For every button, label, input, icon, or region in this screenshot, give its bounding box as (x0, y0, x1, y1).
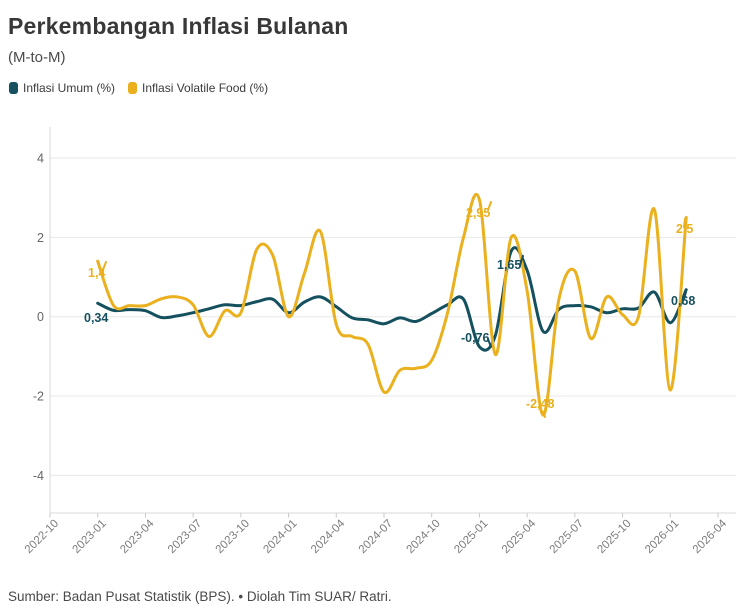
y-tick-label: -2 (33, 390, 44, 404)
x-tick-label: 2023-07 (166, 518, 204, 556)
annotation-leader (683, 218, 686, 228)
annotation-leader (541, 410, 546, 418)
x-tick-label: 2023-01 (70, 518, 108, 556)
annotation-label: 1,65 (497, 258, 521, 272)
annotation-label: 0,34 (84, 311, 108, 325)
x-tick-label: 2023-10 (214, 518, 252, 556)
legend-swatch-inflasi-umum (9, 82, 18, 94)
annotation-leader (519, 255, 524, 266)
legend-item-inflasi-volatile-food[interactable]: Inflasi Volatile Food (%) (128, 81, 268, 95)
legend-label: Inflasi Umum (%) (23, 81, 116, 95)
x-tick-label: 2025-10 (595, 518, 633, 556)
x-tick-label: 2024-10 (405, 518, 443, 556)
annotation-leader (101, 261, 107, 273)
page-subtitle: (M-to-M) (8, 49, 66, 66)
x-tick-label: 2024-07 (357, 518, 395, 556)
annotation-leader (487, 201, 492, 211)
x-tick-label: 2025-07 (548, 518, 586, 556)
series-line-inflasi-volatile-food (96, 192, 688, 417)
x-tick-label: 2025-04 (500, 517, 539, 556)
y-tick-label: 2 (37, 231, 44, 245)
annotation-label: 2,5 (676, 222, 693, 236)
source-note: Sumber: Badan Pusat Statistik (BPS). • D… (8, 589, 392, 604)
x-tick-label: 2024-01 (261, 518, 299, 556)
annotation-label: 2,95 (466, 206, 490, 220)
annotation-leader (487, 338, 492, 348)
y-tick-label: -4 (33, 469, 44, 483)
legend-label: Inflasi Volatile Food (%) (142, 81, 269, 95)
legend-item-inflasi-umum[interactable]: Inflasi Umum (%) (9, 81, 115, 95)
x-tick-label: 2022-10 (23, 518, 61, 556)
y-tick-label: 4 (37, 152, 44, 166)
x-tick-label: 2024-04 (309, 517, 348, 556)
x-tick-label: 2023-04 (118, 517, 157, 556)
x-tick-label: 2026-01 (643, 518, 681, 556)
annotation-label: 0,68 (671, 294, 695, 308)
y-tick-label: 0 (37, 310, 44, 324)
x-tick-label: 2025-01 (452, 518, 490, 556)
chart-legend: Inflasi Umum (%) Inflasi Volatile Food (… (9, 81, 268, 95)
x-tick-label: 2026-04 (691, 517, 730, 556)
page-title: Perkembangan Inflasi Bulanan (8, 13, 349, 39)
annotation-label: -2,48 (526, 397, 555, 411)
legend-swatch-inflasi-volatile-food (128, 82, 138, 94)
annotation-label: -0,76 (461, 331, 490, 345)
annotation-label: 1,4 (88, 266, 105, 280)
annotation-leader (683, 291, 687, 300)
